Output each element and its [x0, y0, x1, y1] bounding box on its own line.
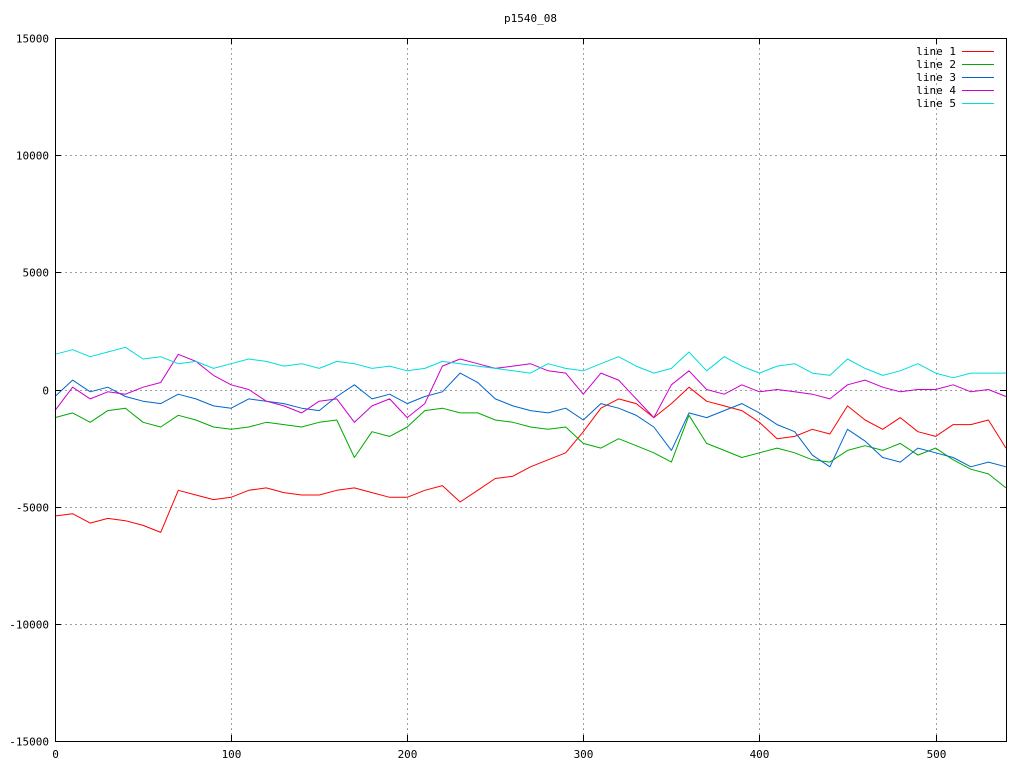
y-tick-label: -15000 — [9, 736, 49, 749]
legend-label: line 4 — [916, 84, 956, 97]
x-tick-label: 300 — [574, 748, 594, 761]
series-line-5 — [54, 346, 1006, 379]
y-tick-label: 0 — [42, 385, 49, 398]
grid-lines — [55, 38, 1006, 741]
y-tick-label: 10000 — [16, 150, 49, 163]
legend-label: line 3 — [916, 71, 956, 84]
y-tick-label: 5000 — [23, 267, 50, 280]
series-line-1 — [54, 386, 1007, 533]
legend-label: line 1 — [916, 45, 956, 58]
x-tick-label: 400 — [750, 748, 770, 761]
x-tick-label: 100 — [222, 748, 242, 761]
series-line-4 — [54, 353, 1007, 423]
series-group — [54, 346, 1007, 533]
chart-title: p1540_08 — [504, 12, 557, 25]
x-tick-label: 200 — [398, 748, 418, 761]
axis-ticks — [55, 38, 1006, 742]
y-tick-label: -5000 — [16, 502, 49, 515]
y-tick-label: -10000 — [9, 619, 49, 632]
tick-labels: -15000 -10000 -5000 0 5000 10000 15000 0 100 200 3… — [9, 33, 946, 762]
plot-frame — [55, 38, 1007, 742]
series-line-2 — [54, 407, 1007, 489]
series-line-3 — [54, 372, 1007, 468]
legend-label: line 5 — [916, 97, 956, 110]
legend-label: line 2 — [916, 58, 956, 71]
x-tick-label: 0 — [52, 748, 59, 761]
y-tick-label: 15000 — [16, 33, 49, 46]
x-tick-label: 500 — [927, 748, 947, 761]
